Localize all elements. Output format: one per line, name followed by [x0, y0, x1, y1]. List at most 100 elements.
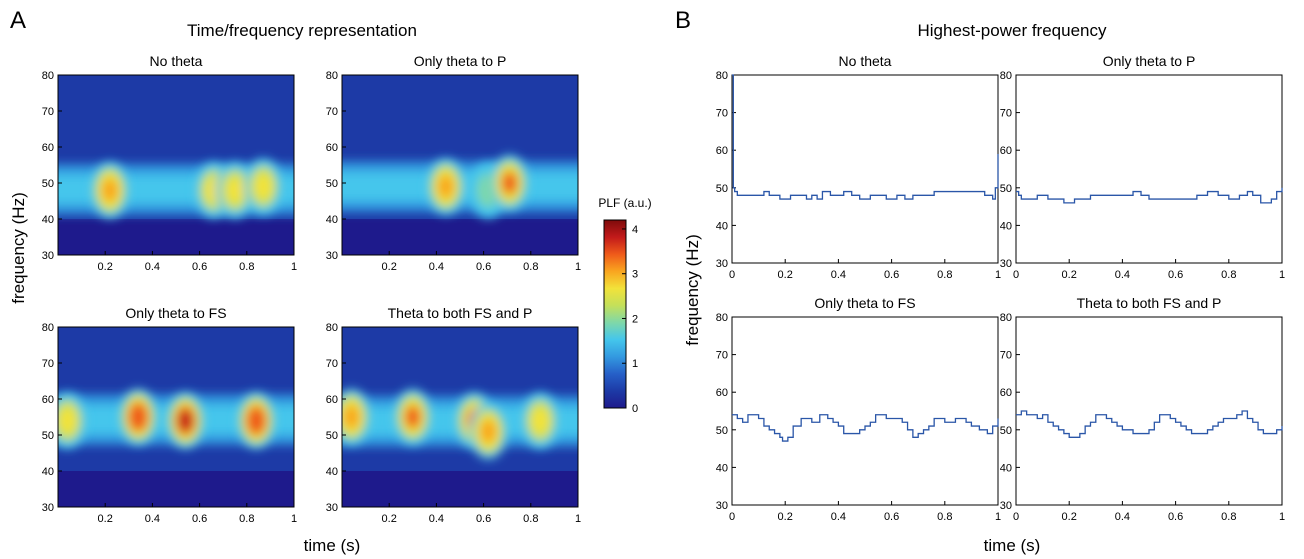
y-tick-label: 30: [42, 250, 54, 262]
x-tick-label: 0.2: [98, 261, 113, 273]
x-tick-label: 0.4: [1115, 511, 1130, 523]
x-tick-label: 0.4: [831, 511, 846, 523]
y-tick-label: 80: [326, 70, 338, 82]
heatmap-blob: [480, 419, 497, 443]
heatmap-blob: [58, 407, 77, 434]
colorbar-tick-label: 1: [632, 358, 638, 370]
y-tick-label: 50: [1000, 183, 1012, 195]
x-tick-label: 0: [1013, 269, 1019, 281]
subplot-title: Only theta to P: [414, 53, 507, 69]
heatmap-blob: [343, 405, 360, 429]
x-tick-label: 1: [575, 513, 581, 525]
heatmap-blobs: [342, 389, 560, 460]
y-tick-label: 50: [1000, 425, 1012, 437]
x-tick-label: 0.6: [476, 261, 491, 273]
heatmap-blob: [438, 175, 454, 199]
x-tick-label: 0.6: [476, 513, 491, 525]
colorbar-tick-label: 2: [632, 313, 638, 325]
heatmap-blobs: [90, 158, 283, 219]
subplot-title: Theta to both FS and P: [1077, 295, 1222, 311]
x-tick-label: 0.2: [778, 269, 793, 281]
x-tick-label: 0.4: [831, 269, 846, 281]
x-tick-label: 0.8: [239, 513, 254, 525]
x-tick-label: 0.6: [1168, 269, 1183, 281]
heatmap-field: [58, 327, 294, 507]
panel-a-title: Time/frequency representation: [187, 21, 417, 40]
line-subplot: Only theta to P 30 40 50 60 70 80 0 0.2 0.4 0.6 0.8…: [1000, 53, 1285, 281]
x-tick-label: 1: [995, 269, 1001, 281]
x-tick-label: 0.4: [145, 513, 160, 525]
x-tick-label: 0: [1013, 511, 1019, 523]
y-tick-label: 30: [326, 502, 338, 514]
x-tick-label: 0.6: [192, 513, 207, 525]
subplot-title: Only theta to FS: [814, 295, 915, 311]
heatmap-field: [342, 327, 578, 507]
x-tick-label: 1: [1279, 511, 1285, 523]
series-line: [1016, 187, 1283, 204]
panel-b-ylabel: frequency (Hz): [683, 234, 702, 345]
axes-frame: [731, 316, 999, 506]
colorbar-tick-label: 0: [632, 403, 638, 415]
y-tick-label: 80: [716, 312, 728, 324]
y-tick-label: 70: [42, 106, 54, 118]
axes-frame: [1015, 316, 1283, 506]
x-tick-label: 0.2: [382, 513, 397, 525]
heatmap-low-band: [58, 219, 294, 255]
heatmap-blob: [102, 178, 118, 202]
x-tick-label: 0.8: [1221, 269, 1236, 281]
x-tick-label: 0.6: [192, 261, 207, 273]
colorbar-tick-label: 3: [632, 269, 638, 281]
y-tick-label: 60: [326, 142, 338, 154]
y-tick-label: 50: [716, 425, 728, 437]
line-subplot: Only theta to FS 30 40 50 60 70 80 0 0.2 0.4 0.6 0.…: [716, 295, 1001, 523]
series-line: [732, 74, 999, 200]
x-tick-label: 0.8: [937, 269, 952, 281]
y-tick-label: 50: [42, 178, 54, 190]
heatmap-field: [342, 75, 578, 255]
x-tick-label: 0.8: [523, 261, 538, 273]
x-tick-label: 0.2: [1062, 269, 1077, 281]
x-tick-label: 0.6: [1168, 511, 1183, 523]
y-tick-label: 60: [42, 142, 54, 154]
y-tick-label: 30: [716, 500, 728, 512]
heatmap-low-band: [342, 219, 578, 255]
heatmap-subplot: Only theta to P 30 40 50 60 70 80 0.2 0.4 0.6 0.8 1: [326, 53, 581, 273]
x-tick-label: 1: [575, 261, 581, 273]
y-tick-label: 80: [42, 322, 54, 334]
panel-b-xlabel: time (s): [984, 536, 1041, 555]
panel-b-letter: B: [675, 7, 691, 34]
y-tick-label: 40: [42, 466, 54, 478]
x-tick-label: 1: [291, 513, 297, 525]
y-tick-label: 80: [326, 322, 338, 334]
y-tick-label: 80: [42, 70, 54, 82]
axes-frame: [341, 74, 579, 256]
y-tick-label: 40: [716, 220, 728, 232]
x-tick-label: 0.4: [145, 261, 160, 273]
y-tick-label: 40: [1000, 220, 1012, 232]
y-tick-label: 60: [716, 145, 728, 157]
y-tick-label: 50: [42, 430, 54, 442]
y-tick-label: 50: [716, 183, 728, 195]
y-tick-label: 80: [1000, 312, 1012, 324]
heatmap-blob: [501, 171, 518, 195]
x-tick-label: 0.4: [429, 513, 444, 525]
x-tick-label: 0.8: [523, 513, 538, 525]
series-line: [1016, 410, 1283, 438]
x-tick-label: 0.4: [1115, 269, 1130, 281]
y-tick-label: 80: [716, 70, 728, 82]
axes-frame: [57, 74, 295, 256]
heatmap-blob: [405, 405, 421, 429]
heatmap-blob: [178, 410, 193, 431]
x-tick-label: 0.2: [382, 261, 397, 273]
x-tick-label: 0.8: [239, 261, 254, 273]
subplot-title: No theta: [839, 53, 892, 69]
y-tick-label: 60: [1000, 145, 1012, 157]
axes-frame: [731, 74, 999, 264]
panel-a-ylabel: frequency (Hz): [9, 192, 28, 303]
line-subplot: Theta to both FS and P 30 40 50 60 70 80 0 0.2 0.…: [1000, 295, 1285, 523]
heatmap-low-band: [58, 471, 294, 507]
y-tick-label: 80: [1000, 70, 1012, 82]
colorbar-label: PLF (a.u.): [598, 196, 651, 210]
